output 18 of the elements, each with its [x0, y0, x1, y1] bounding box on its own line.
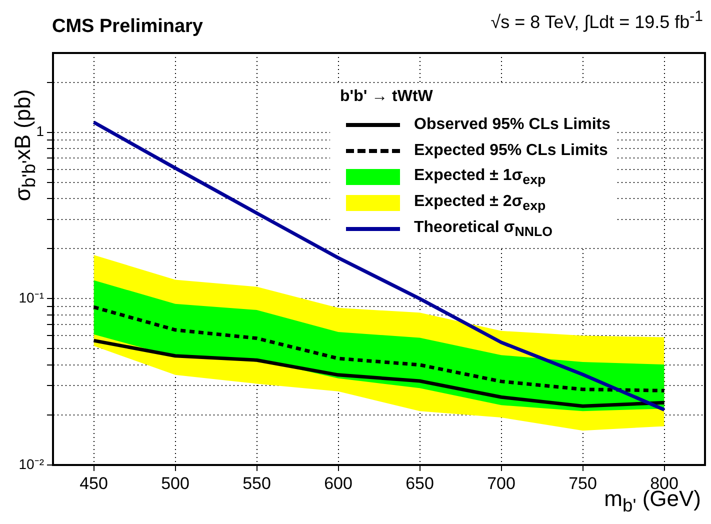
chart-subtitle: √s = 8 TeV, ∫Ldt = 19.5 fb$^{-1}$	[490, 8, 703, 33]
x-tick-label: 750	[568, 474, 597, 493]
x-tick-label: 550	[242, 474, 271, 493]
y-tick-label: 10⁻¹	[18, 290, 44, 306]
x-tick-label: 700	[487, 474, 516, 493]
legend-label: Expected 95% CLs Limits	[414, 142, 608, 160]
legend-label: Expected ± 1σ$_{exp}$	[414, 166, 546, 188]
y-tick-label: 10⁻²	[18, 456, 44, 472]
legend-label: Observed 95% CLs Limits	[414, 116, 611, 134]
x-tick-label: 500	[161, 474, 190, 493]
y-tick-label: 1	[36, 123, 44, 140]
legend-label: Expected ± 2σ$_{exp}$	[414, 192, 546, 214]
legend-label: Theoretical σ$_{NNLO}$	[414, 218, 553, 240]
x-tick-label: 600	[324, 474, 352, 493]
x-tick-label: 650	[406, 474, 434, 493]
chart-title: CMS Preliminary	[52, 16, 203, 38]
legend-title: b'b' → tWtW	[339, 88, 434, 107]
x-tick-label: 450	[80, 474, 108, 493]
